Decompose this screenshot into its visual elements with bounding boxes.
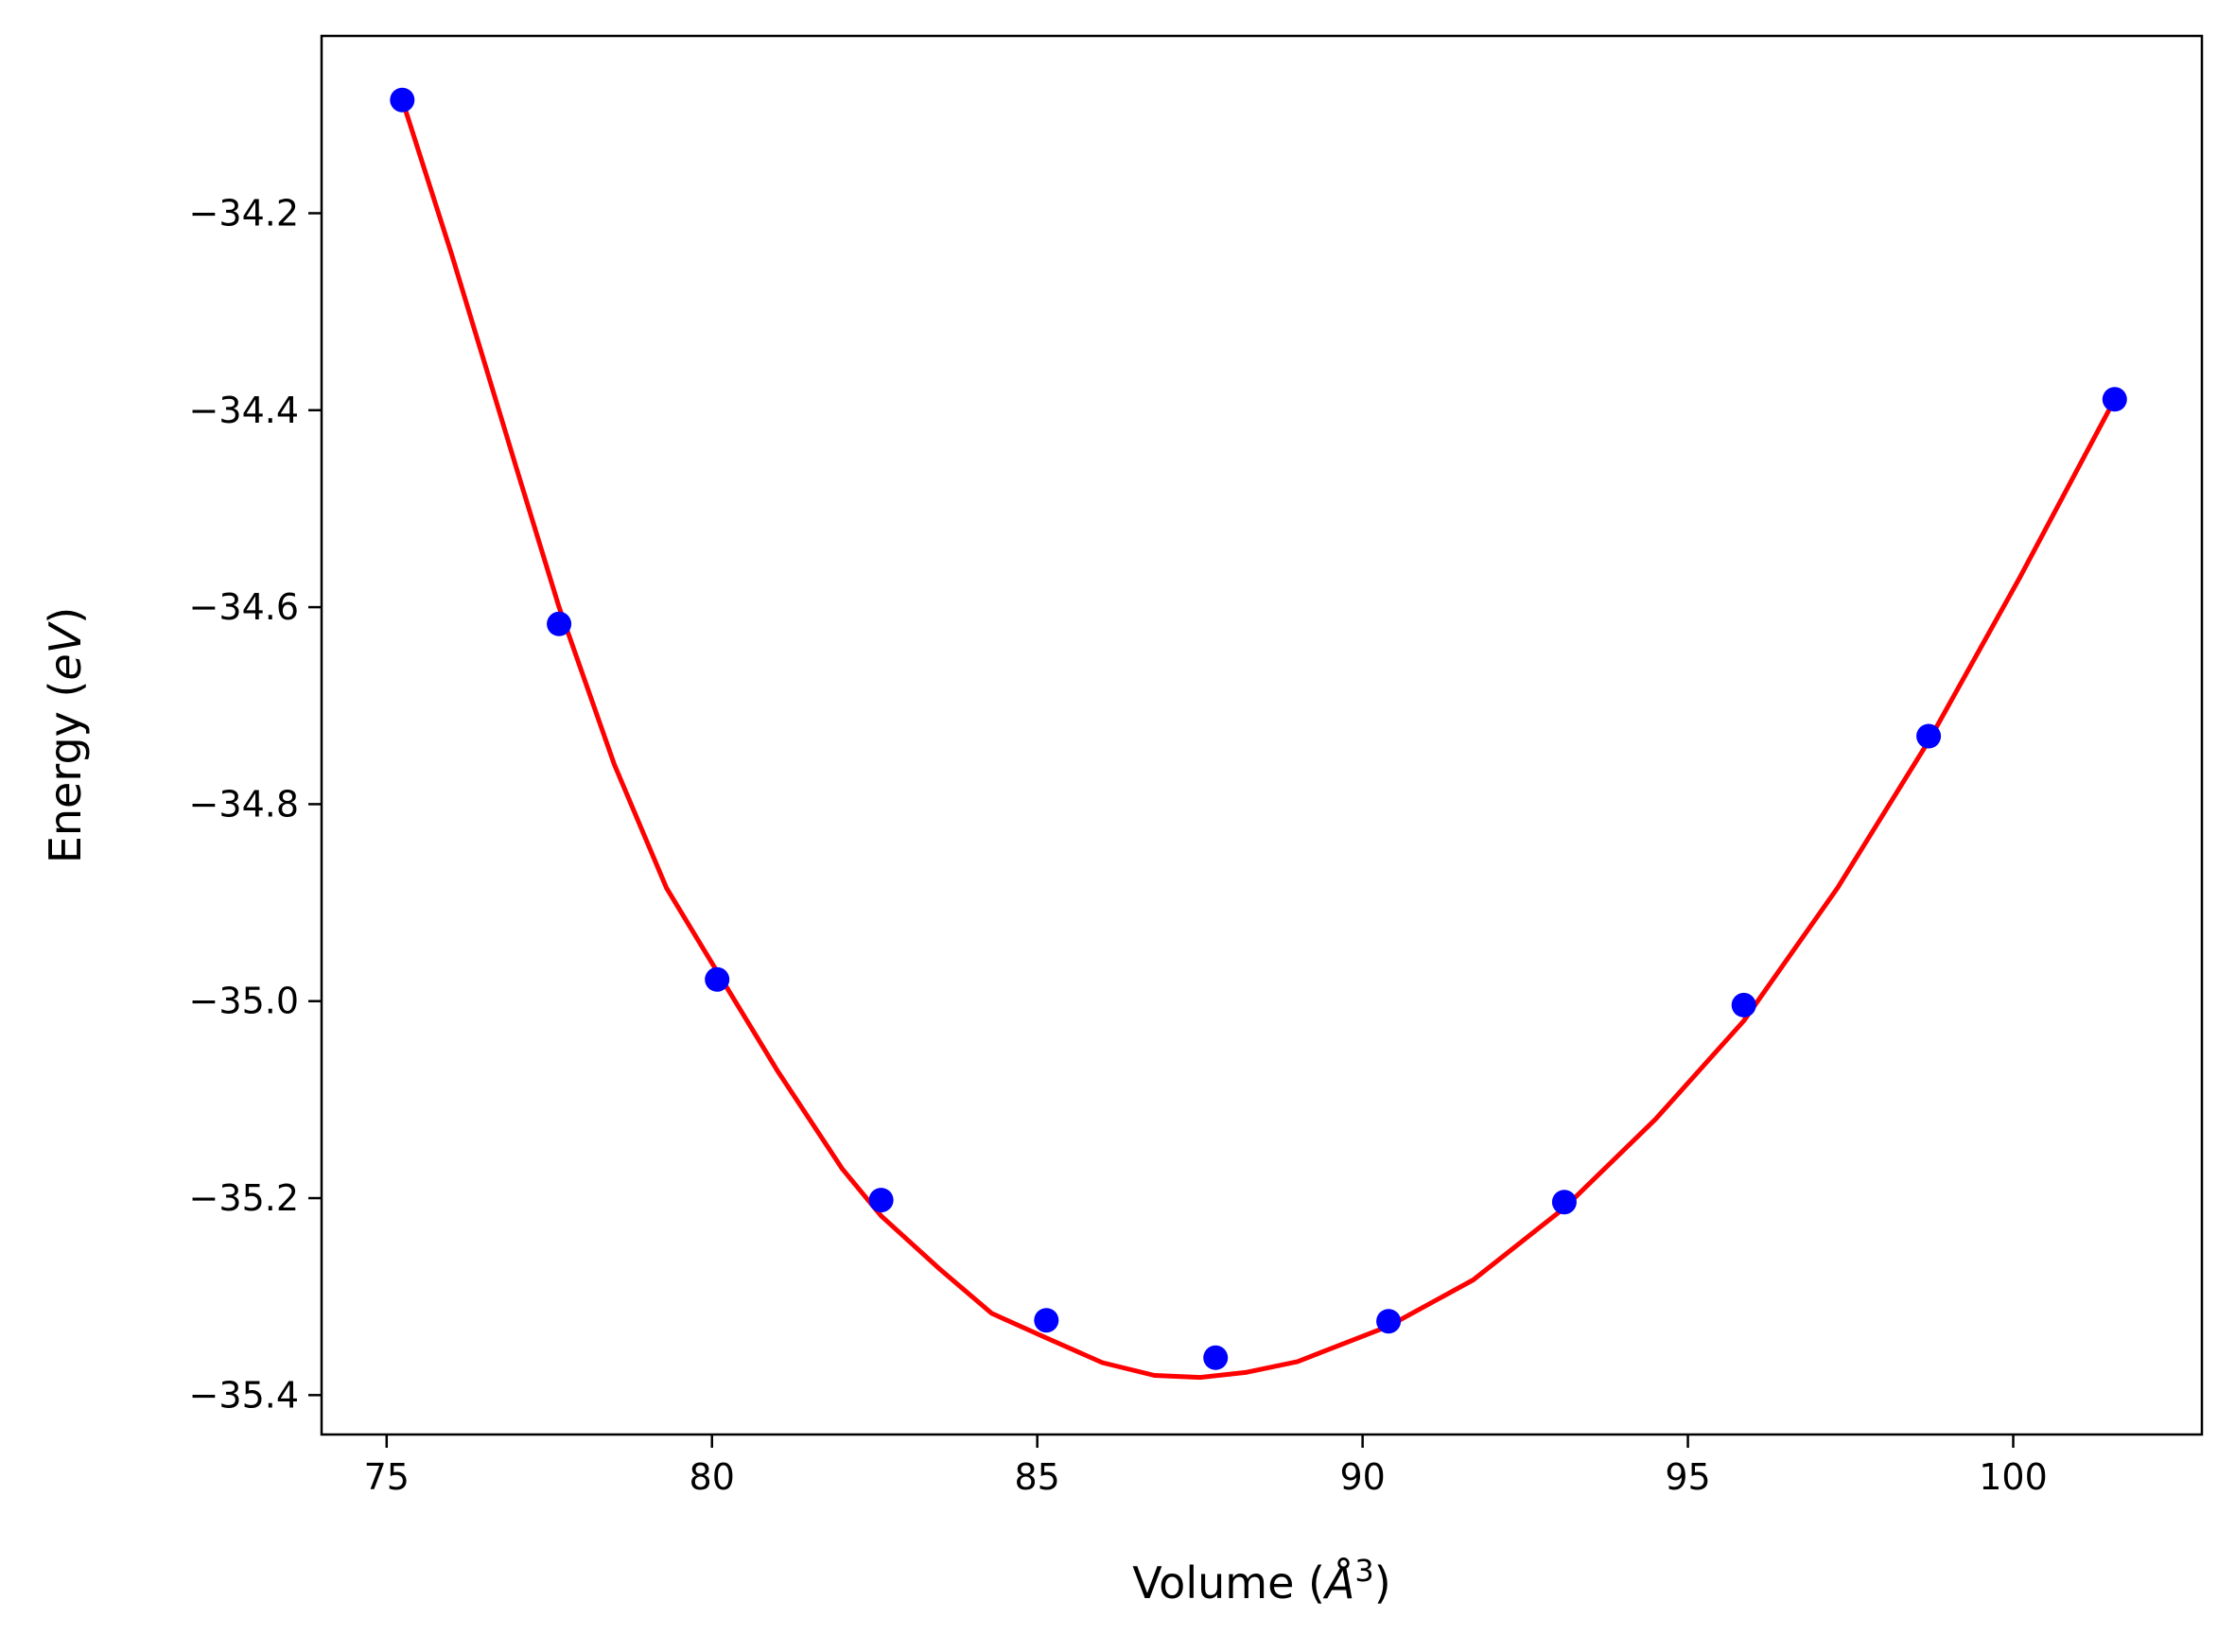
- data-point: [705, 966, 730, 992]
- data-point: [2102, 387, 2127, 412]
- y-axis-title-prefix: Energy (: [40, 681, 91, 864]
- x-axis: 75 80 85 90 95 100: [364, 1435, 2048, 1498]
- y-tick-label: −34.4: [189, 390, 299, 431]
- x-tick-label: 90: [1339, 1456, 1385, 1498]
- y-tick-label: −34.6: [189, 586, 299, 628]
- x-axis-title-exponent: 3: [1354, 1553, 1373, 1589]
- y-tick-label: −34.8: [189, 783, 299, 825]
- x-tick-label: 85: [1014, 1456, 1059, 1498]
- fit-curve-line: [399, 97, 2118, 1381]
- data-point: [1731, 992, 1756, 1017]
- x-tick-label: 95: [1665, 1456, 1710, 1498]
- x-tick-label: 80: [690, 1456, 735, 1498]
- x-axis-title-suffix: ): [1374, 1557, 1391, 1609]
- data-point: [1551, 1190, 1577, 1215]
- x-axis-title: Volume (Å3): [1132, 1553, 1390, 1609]
- x-tick-label: 100: [1979, 1456, 2048, 1498]
- axes-frame: [320, 34, 2204, 1436]
- y-tick-label: −35.0: [189, 981, 299, 1022]
- y-tick-label: −34.2: [189, 192, 299, 234]
- x-axis-title-prefix: Volume (: [1132, 1557, 1325, 1609]
- plot-area: [390, 87, 2127, 1381]
- x-tick-label: 75: [364, 1456, 410, 1498]
- y-axis-title-suffix: ): [40, 607, 91, 624]
- y-tick-label: −35.2: [189, 1177, 299, 1219]
- x-axis-title-unit: Å: [1322, 1557, 1354, 1609]
- data-point: [868, 1188, 894, 1213]
- data-point: [1916, 723, 1942, 749]
- data-point: [1034, 1308, 1059, 1333]
- y-axis-title: Energy (eV): [40, 607, 91, 863]
- y-axis-title-unit: eV: [40, 620, 91, 680]
- y-tick-label: −35.4: [189, 1374, 299, 1416]
- data-point: [547, 611, 572, 636]
- y-axis: −35.4 −35.2 −35.0 −34.8 −34.6 −34.4 −34.2: [189, 192, 322, 1416]
- data-point: [1203, 1345, 1229, 1370]
- data-point: [1376, 1309, 1402, 1334]
- data-point: [390, 87, 415, 113]
